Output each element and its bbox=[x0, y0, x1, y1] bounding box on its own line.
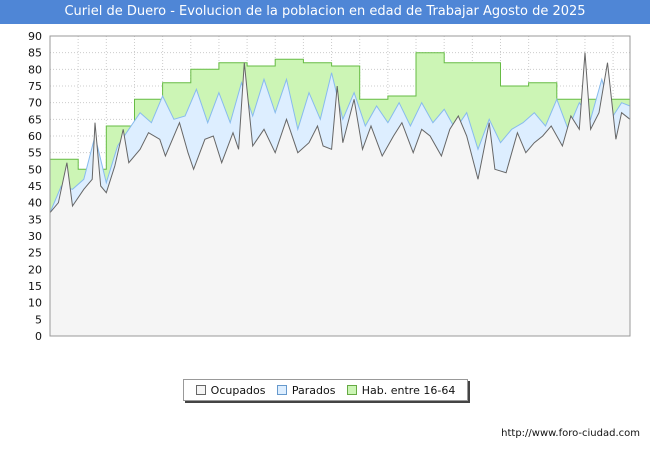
y-tick-label: 70 bbox=[28, 97, 42, 110]
series-area-ocupados bbox=[50, 52, 630, 336]
x-tick-label: 2016 bbox=[346, 342, 374, 344]
x-tick-label: 2009 bbox=[149, 342, 177, 344]
legend-item-ocupados: Ocupados bbox=[195, 383, 266, 397]
x-tick-label: 2012 bbox=[233, 342, 261, 344]
plot-frame bbox=[49, 35, 631, 337]
y-tick-label: 25 bbox=[28, 247, 42, 260]
legend-item-hab: Hab. entre 16-64 bbox=[346, 383, 456, 397]
x-tick-label: 2021 bbox=[486, 342, 514, 344]
source-link[interactable]: http://www.foro-ciudad.com bbox=[501, 428, 640, 439]
plot-area: FORO-CIUDAD.COM0510152025303540455055606… bbox=[28, 30, 631, 344]
series-line-ocupados bbox=[49, 52, 631, 214]
x-tick-label: 2014 bbox=[289, 342, 317, 344]
x-tick-label: 2007 bbox=[92, 342, 120, 344]
y-tick-label: 45 bbox=[28, 180, 42, 193]
x-tick-label: 2018 bbox=[402, 342, 430, 344]
legend-label-hab: Hab. entre 16-64 bbox=[361, 383, 456, 397]
series-line-hab bbox=[50, 52, 630, 170]
y-tick-label: 5 bbox=[35, 313, 42, 326]
x-tick-label: 2005 bbox=[36, 342, 64, 344]
y-tick-label: 55 bbox=[28, 147, 42, 160]
y-tick-label: 10 bbox=[28, 297, 42, 310]
x-tick-label: 2010 bbox=[177, 342, 205, 344]
x-tick-label: 2019 bbox=[430, 342, 458, 344]
legend-swatch-parados bbox=[276, 385, 287, 395]
legend-swatch-hab bbox=[346, 385, 357, 395]
x-tick-label: 2025 bbox=[599, 342, 627, 344]
x-tick-label: 2017 bbox=[374, 342, 402, 344]
x-tick-label: 2020 bbox=[458, 342, 486, 344]
y-tick-label: 75 bbox=[28, 80, 42, 93]
y-tick-label: 85 bbox=[28, 47, 42, 60]
y-tick-label: 35 bbox=[28, 213, 42, 226]
legend-label-ocupados: Ocupados bbox=[210, 383, 266, 397]
x-tick-label: 2022 bbox=[515, 342, 543, 344]
x-tick-label: 2015 bbox=[318, 342, 346, 344]
x-tick-label: 2023 bbox=[543, 342, 571, 344]
x-tick-label: 2013 bbox=[261, 342, 289, 344]
y-tick-label: 15 bbox=[28, 280, 42, 293]
x-tick-label: 2008 bbox=[120, 342, 148, 344]
y-tick-label: 80 bbox=[28, 63, 42, 76]
legend-label-parados: Parados bbox=[291, 383, 336, 397]
y-tick-label: 30 bbox=[28, 230, 42, 243]
legend: Ocupados Parados Hab. entre 16-64 bbox=[183, 379, 468, 401]
y-tick-label: 40 bbox=[28, 197, 42, 210]
y-tick-label: 65 bbox=[28, 113, 42, 126]
legend-swatch-ocupados bbox=[195, 385, 206, 395]
y-tick-label: 20 bbox=[28, 263, 42, 276]
legend-item-parados: Parados bbox=[276, 383, 336, 397]
x-tick-label: 2006 bbox=[64, 342, 92, 344]
y-tick-label: 50 bbox=[28, 163, 42, 176]
y-tick-label: 60 bbox=[28, 130, 42, 143]
x-tick-label: 2024 bbox=[571, 342, 599, 344]
chart-title: Curiel de Duero - Evolucion de la poblac… bbox=[0, 0, 650, 24]
series-line-parados bbox=[49, 72, 631, 213]
chart-canvas: FORO-CIUDAD.COM0510152025303540455055606… bbox=[28, 30, 631, 344]
y-tick-label: 90 bbox=[28, 30, 42, 43]
y-tick-label: 0 bbox=[35, 330, 42, 343]
x-tick-label: 2011 bbox=[205, 342, 233, 344]
